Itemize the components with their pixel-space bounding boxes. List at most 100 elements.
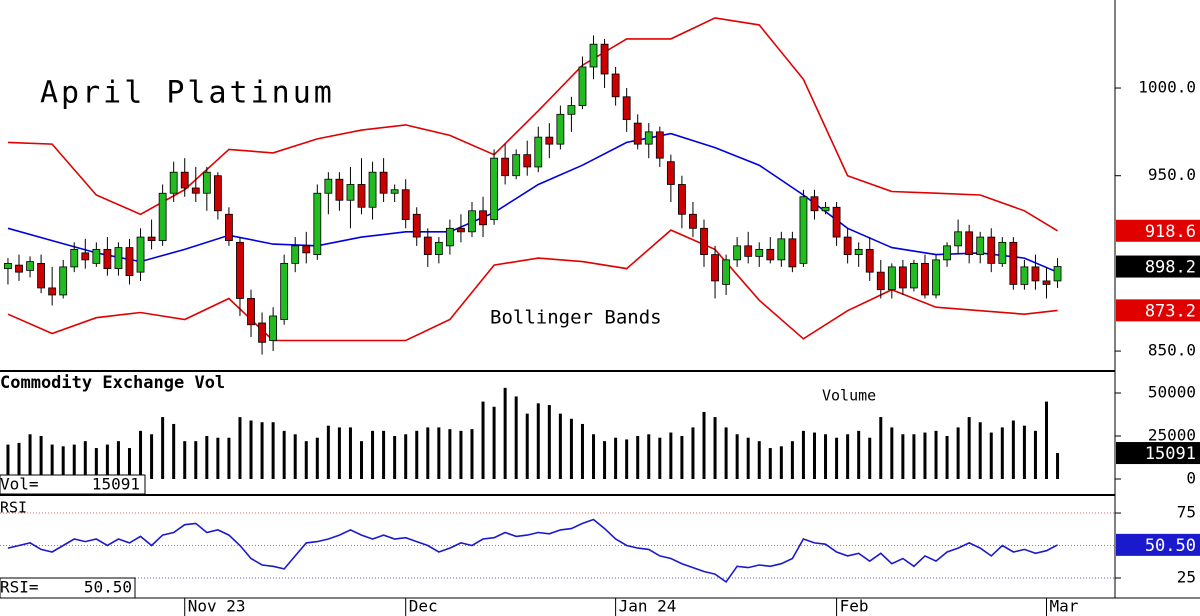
volume-bar xyxy=(846,434,850,479)
candle-body xyxy=(700,227,708,256)
volume-bar xyxy=(337,427,341,479)
y-tick-label: 950.0 xyxy=(1148,165,1196,184)
volume-bar xyxy=(492,406,496,479)
volume-bar xyxy=(569,418,573,479)
candle-body xyxy=(15,264,23,273)
volume-bar xyxy=(326,425,330,479)
volume-bar xyxy=(945,435,949,479)
lower-band-label-box xyxy=(1116,299,1200,322)
candle-body xyxy=(357,184,366,208)
volume-bar xyxy=(680,435,684,479)
volume-bar xyxy=(282,430,286,479)
volume-bar xyxy=(857,430,861,479)
volume-bar xyxy=(205,435,209,479)
volume-bar xyxy=(525,413,529,479)
candle-body xyxy=(490,157,498,220)
volume-bar xyxy=(470,429,474,479)
candle-body xyxy=(445,227,454,247)
last-rsi-label: 50.50 xyxy=(1145,536,1196,556)
volume-bar xyxy=(1045,401,1049,479)
x-tick-label: Feb xyxy=(840,597,869,616)
candle-body xyxy=(644,131,653,145)
volume-bar xyxy=(50,444,54,479)
volume-bar xyxy=(592,434,596,479)
volume-bar xyxy=(779,446,783,479)
volume-bar xyxy=(260,422,264,479)
candle-body xyxy=(26,261,34,271)
volume-bar xyxy=(757,441,761,479)
volume-bar xyxy=(879,417,883,479)
candle-body xyxy=(910,262,918,289)
volume-bar xyxy=(393,435,397,479)
volume-bar xyxy=(1056,453,1060,479)
upper-band-label-box xyxy=(1116,219,1200,242)
volume-bar xyxy=(536,403,540,479)
lower-band-label: 873.2 xyxy=(1145,301,1196,321)
volume-bar xyxy=(503,387,507,479)
readout-label: RSI= xyxy=(0,578,39,597)
candle-body xyxy=(247,298,255,326)
candle-body xyxy=(269,315,278,341)
volume-bar xyxy=(371,430,375,479)
candle-body xyxy=(611,73,620,98)
readout-value: 50.50 xyxy=(84,578,132,597)
candle-body xyxy=(733,245,742,261)
volume-bar xyxy=(901,434,905,479)
volume-bar xyxy=(348,427,352,479)
volume-bar xyxy=(868,437,872,479)
candle-body xyxy=(622,96,631,120)
candle-body xyxy=(202,171,211,194)
volume-bar xyxy=(713,417,717,479)
candle-body xyxy=(302,245,311,254)
candle-body xyxy=(534,136,543,168)
last-rsi-box xyxy=(1116,533,1200,556)
volume-bar xyxy=(227,437,231,479)
candle-body xyxy=(335,178,344,201)
readout-label: Vol= xyxy=(0,475,39,494)
candle-body xyxy=(876,271,885,291)
volume-bar xyxy=(382,430,386,479)
volume-bar xyxy=(459,430,463,479)
volume-bar xyxy=(139,430,143,479)
volume-bar xyxy=(437,427,441,479)
candle-body xyxy=(236,241,244,299)
candle-body xyxy=(854,248,863,256)
candle-body xyxy=(633,122,642,145)
candle-body xyxy=(777,238,786,261)
candle-body xyxy=(169,171,178,194)
candle-body xyxy=(655,131,664,159)
candle-body xyxy=(390,189,399,194)
volume-bar xyxy=(150,434,154,479)
x-tick-label: Mar xyxy=(1050,597,1079,616)
candle-body xyxy=(832,206,841,238)
volume-bar xyxy=(127,448,131,479)
candle-body xyxy=(788,238,797,268)
candle-body xyxy=(600,43,609,75)
annotation: Volume xyxy=(822,387,876,405)
candle-body xyxy=(711,254,719,282)
candle-body xyxy=(678,184,686,215)
candle-body xyxy=(147,236,156,241)
volume-bar xyxy=(989,432,993,479)
volume-bar xyxy=(183,441,187,479)
x-tick-label: Jan 24 xyxy=(619,597,677,616)
candle-body xyxy=(1053,266,1062,282)
volume-bar xyxy=(956,427,960,479)
volume-bar xyxy=(967,417,971,479)
candle-body xyxy=(457,227,465,233)
candle-body xyxy=(799,196,808,264)
candle-body xyxy=(932,259,940,296)
candle-body xyxy=(567,105,576,115)
candle-body xyxy=(468,210,476,233)
volume-bar xyxy=(636,435,640,479)
candle-body xyxy=(545,136,554,145)
candle-body xyxy=(976,236,985,256)
volume-bar xyxy=(1000,427,1004,479)
candle-body xyxy=(180,171,189,189)
panel-title: Commodity Exchange Vol xyxy=(0,373,225,393)
candle-body xyxy=(512,154,521,177)
x-tick-label: Dec xyxy=(409,597,438,616)
candle-body xyxy=(1009,241,1018,285)
volume-bar xyxy=(194,441,198,479)
